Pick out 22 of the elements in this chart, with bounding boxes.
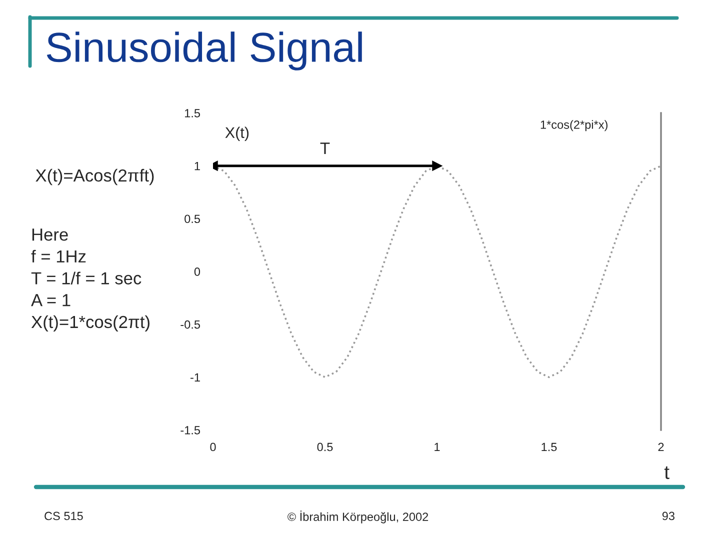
text: © İbrahim Körpeoğlu, 2002	[288, 510, 428, 524]
y-tick-label: 1.5	[184, 109, 200, 118]
y-tick-label: 1	[194, 162, 200, 170]
y-tick-label: -0.5	[180, 320, 200, 329]
text: CS 515	[44, 512, 83, 520]
y-tick-label: -1.5	[180, 426, 200, 434]
x-tick-label: 0.5	[317, 442, 333, 452]
annotation: 1*cos(2*pi*x)	[540, 120, 608, 132]
text: Here f = 1Hz T = 1/f = 1 sec A = 1 X(t)=1*cos(2πt)	[31, 228, 150, 332]
y-tick-label: -1	[190, 373, 200, 382]
y-axis-title: X(t)	[225, 126, 249, 142]
x-axis-title: t	[664, 466, 670, 480]
text: 93	[662, 512, 674, 520]
y-tick-label: 0.5	[184, 214, 200, 224]
x-tick-label: 1.5	[542, 442, 557, 452]
annotation: T	[320, 142, 330, 154]
chart-title: Sinusoidal Signal	[46, 32, 362, 70]
x-tick-label: 0	[210, 442, 216, 452]
y-tick-label: 0	[194, 268, 200, 276]
x-tick-label: 1	[434, 442, 440, 452]
text: X(t)=Acos(2πft)	[36, 168, 154, 186]
x-tick-label: 2	[658, 442, 664, 452]
